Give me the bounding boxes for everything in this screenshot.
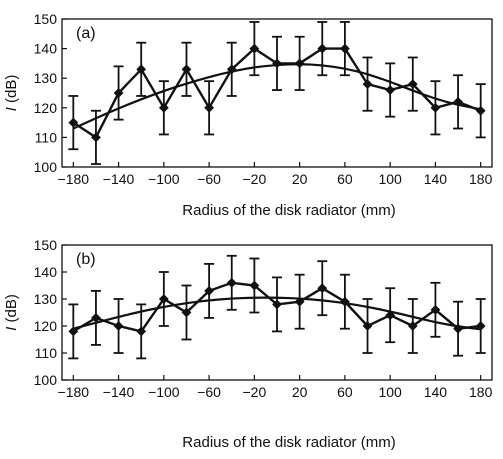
x-tick-label: −180	[58, 171, 90, 187]
data-point	[68, 117, 79, 128]
y-axis-label: I (dB)	[3, 75, 20, 112]
data-point	[294, 58, 305, 69]
x-tick-label: −180	[58, 384, 90, 400]
data-point	[362, 79, 373, 90]
data-point	[136, 64, 147, 75]
y-tick-label: 110	[35, 129, 58, 145]
data-point	[91, 132, 101, 143]
y-tick-label: 120	[34, 100, 58, 116]
y-axis-label: I (dB)	[3, 294, 20, 331]
x-tick-label: −100	[148, 171, 180, 187]
x-tick-label: 180	[469, 384, 493, 400]
x-axis-label: Radius of the disk radiator (mm)	[182, 434, 395, 451]
data-point	[272, 58, 282, 69]
data-point	[385, 310, 396, 321]
data-point	[385, 85, 396, 95]
plot-frame	[61, 18, 493, 168]
data-point	[339, 43, 350, 54]
x-tick-label: −140	[103, 384, 135, 400]
y-axis-label-unit: (dB)	[3, 294, 20, 327]
data-point	[430, 102, 441, 113]
y-tick-label: 100	[34, 372, 58, 388]
y-tick-label: 120	[34, 318, 58, 334]
data-point	[317, 43, 328, 54]
y-tick-label: 100	[34, 159, 58, 175]
x-axis-label: Radius of the disk radiator (mm)	[182, 202, 395, 219]
y-tick-label: 130	[34, 291, 58, 307]
data-point	[249, 280, 260, 291]
y-axis-label-unit: (dB)	[3, 75, 20, 108]
data-point	[204, 102, 215, 113]
x-tick-label: −20	[242, 384, 266, 400]
data-point	[475, 105, 486, 116]
x-tick-label: 60	[337, 384, 353, 400]
x-tick-label: 60	[337, 171, 353, 187]
y-axis-label-symbol: I	[3, 327, 20, 331]
y-tick-label: 140	[34, 264, 58, 280]
plot-frame	[61, 244, 493, 381]
data-point	[68, 326, 79, 337]
data-point	[249, 43, 260, 54]
chart-panel-b: 100 110 120 130 140 150 −180 −140 −100 −60 −20 20 60…	[3, 237, 493, 451]
chart-panel-a: 100 110 120 130 140 150 −180 −140 −100 −60 −20 20 60…	[3, 11, 493, 219]
x-tick-label: 140	[424, 171, 448, 187]
data-point	[158, 294, 169, 304]
data-point	[317, 283, 328, 294]
x-tick-label: 20	[292, 384, 308, 400]
x-tick-label: −100	[148, 384, 180, 400]
x-tick-label: −20	[242, 171, 266, 187]
x-tick-label: −140	[103, 171, 135, 187]
y-tick-label: 110	[35, 345, 58, 361]
data-point	[113, 321, 124, 331]
x-tick-label: −60	[197, 384, 221, 400]
data-point	[339, 296, 350, 307]
x-tick-label: 100	[378, 384, 402, 400]
panel-label: (a)	[76, 25, 96, 42]
y-tick-label: 130	[34, 70, 58, 86]
x-tick-label: 180	[469, 171, 493, 187]
data-point	[136, 326, 147, 337]
data-point	[91, 312, 101, 323]
data-point	[158, 102, 169, 113]
data-point	[181, 307, 192, 318]
data-point	[181, 64, 192, 75]
y-tick-label: 150	[34, 11, 58, 27]
data-point	[226, 277, 237, 288]
y-tick-label: 140	[34, 41, 58, 57]
data-point	[453, 96, 463, 107]
data-point	[362, 321, 373, 331]
x-tick-label: 20	[292, 171, 308, 187]
data-point	[272, 299, 282, 310]
x-tick-label: 100	[378, 171, 402, 187]
y-tick-label: 150	[34, 237, 58, 253]
x-tick-label: 140	[424, 384, 448, 400]
y-axis-label-symbol: I	[3, 107, 20, 111]
data-point	[294, 296, 305, 307]
data-point	[430, 304, 441, 315]
data-point	[475, 321, 486, 331]
x-tick-label: −60	[197, 171, 221, 187]
data-point	[226, 64, 237, 75]
data-point	[113, 88, 124, 98]
panel-label: (b)	[76, 251, 96, 268]
data-point	[453, 323, 463, 334]
data-point	[204, 285, 215, 296]
data-point	[407, 321, 418, 331]
data-point	[407, 79, 418, 90]
